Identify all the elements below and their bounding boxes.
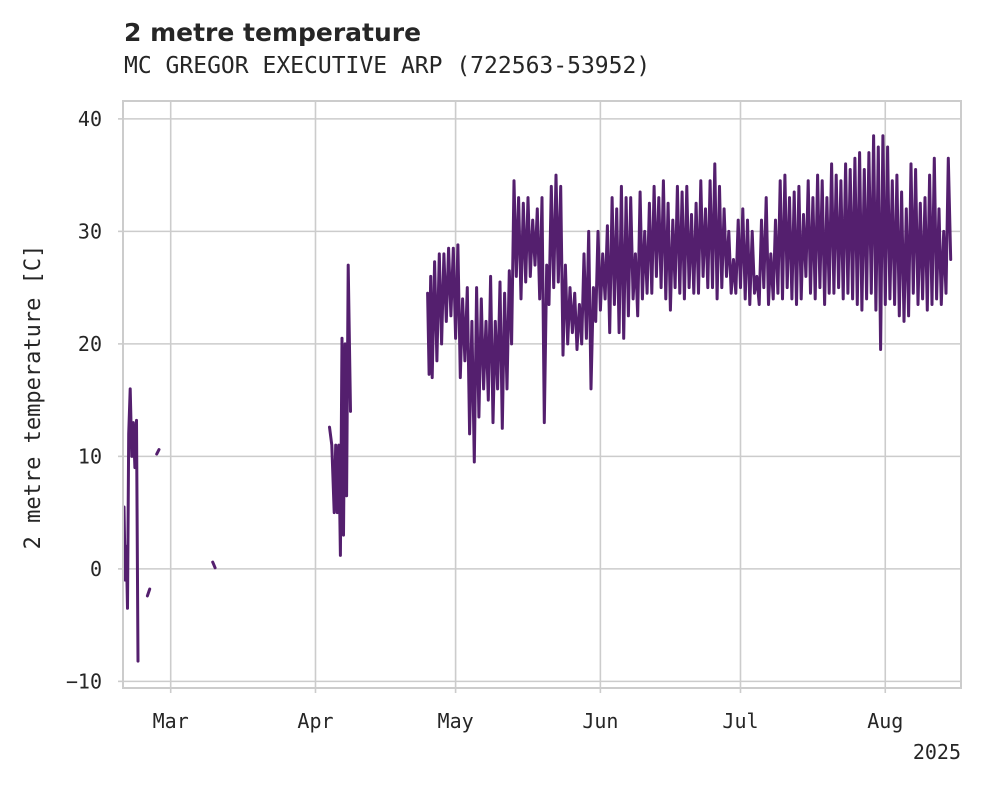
plot-frame — [122, 100, 962, 689]
temperature-line-segment — [211, 560, 217, 570]
temperature-line-segment — [122, 387, 140, 663]
y-tick-label: 30 — [78, 219, 102, 243]
x-tick-label: Apr — [297, 709, 333, 733]
x-tick-label: Mar — [153, 709, 189, 733]
y-tick-label: −10 — [66, 669, 102, 693]
y-tick-label: 0 — [90, 557, 102, 581]
temperature-line-segment — [145, 587, 152, 598]
chart-title: 2 metre temperature — [124, 18, 421, 47]
x-tick-label: Jun — [582, 709, 618, 733]
y-axis-label: 2 metre temperature [C] — [21, 245, 46, 550]
temperature-line-segment — [155, 448, 161, 456]
x-tick-label: Jul — [722, 709, 758, 733]
y-tick-label: 40 — [78, 107, 102, 131]
plot-area — [122, 134, 953, 663]
chart-subtitle: MC GREGOR EXECUTIVE ARP (722563-53952) — [124, 53, 650, 79]
temperature-line-segment — [328, 263, 352, 557]
x-tick-label: May — [438, 709, 474, 733]
x-axis-year-label: 2025 — [913, 740, 961, 764]
y-tick-label: 10 — [78, 444, 102, 468]
axis-ticks: −10 0 10 20 30 40 Mar Apr May Jun Jul Aug — [66, 107, 903, 733]
x-tick-label: Aug — [867, 709, 903, 733]
temperature-line-segment — [426, 134, 953, 464]
y-tick-label: 20 — [78, 332, 102, 356]
